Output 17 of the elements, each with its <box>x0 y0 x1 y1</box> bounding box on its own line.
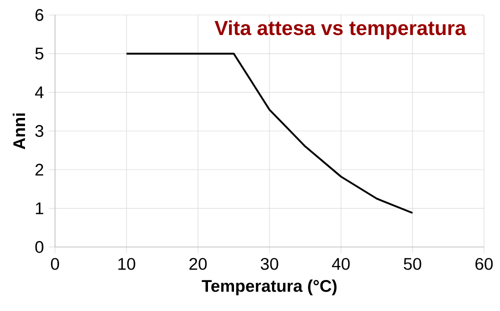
y-tick-label: 0 <box>35 241 44 253</box>
x-tick-label: 10 <box>118 258 136 270</box>
y-tick-label: 2 <box>35 164 44 176</box>
x-tick-label: 20 <box>189 258 207 270</box>
y-tick-label: 5 <box>35 48 44 60</box>
x-tick-label: 40 <box>332 258 350 270</box>
y-axis-title: Anni <box>12 113 26 150</box>
y-tick-label: 6 <box>36 9 44 21</box>
x-tick-label: 30 <box>260 258 278 270</box>
x-tick-label: 60 <box>475 258 493 270</box>
x-tick-label: 50 <box>404 258 422 270</box>
y-tick-label: 3 <box>35 125 44 137</box>
y-tick-label: 1 <box>36 202 44 214</box>
x-axis-title: Temperatura (°C) <box>202 280 337 296</box>
y-tick-label: 4 <box>35 86 44 98</box>
x-tick-label: 0 <box>50 258 60 270</box>
chart-title: Vita attesa vs temperatura <box>214 20 466 40</box>
